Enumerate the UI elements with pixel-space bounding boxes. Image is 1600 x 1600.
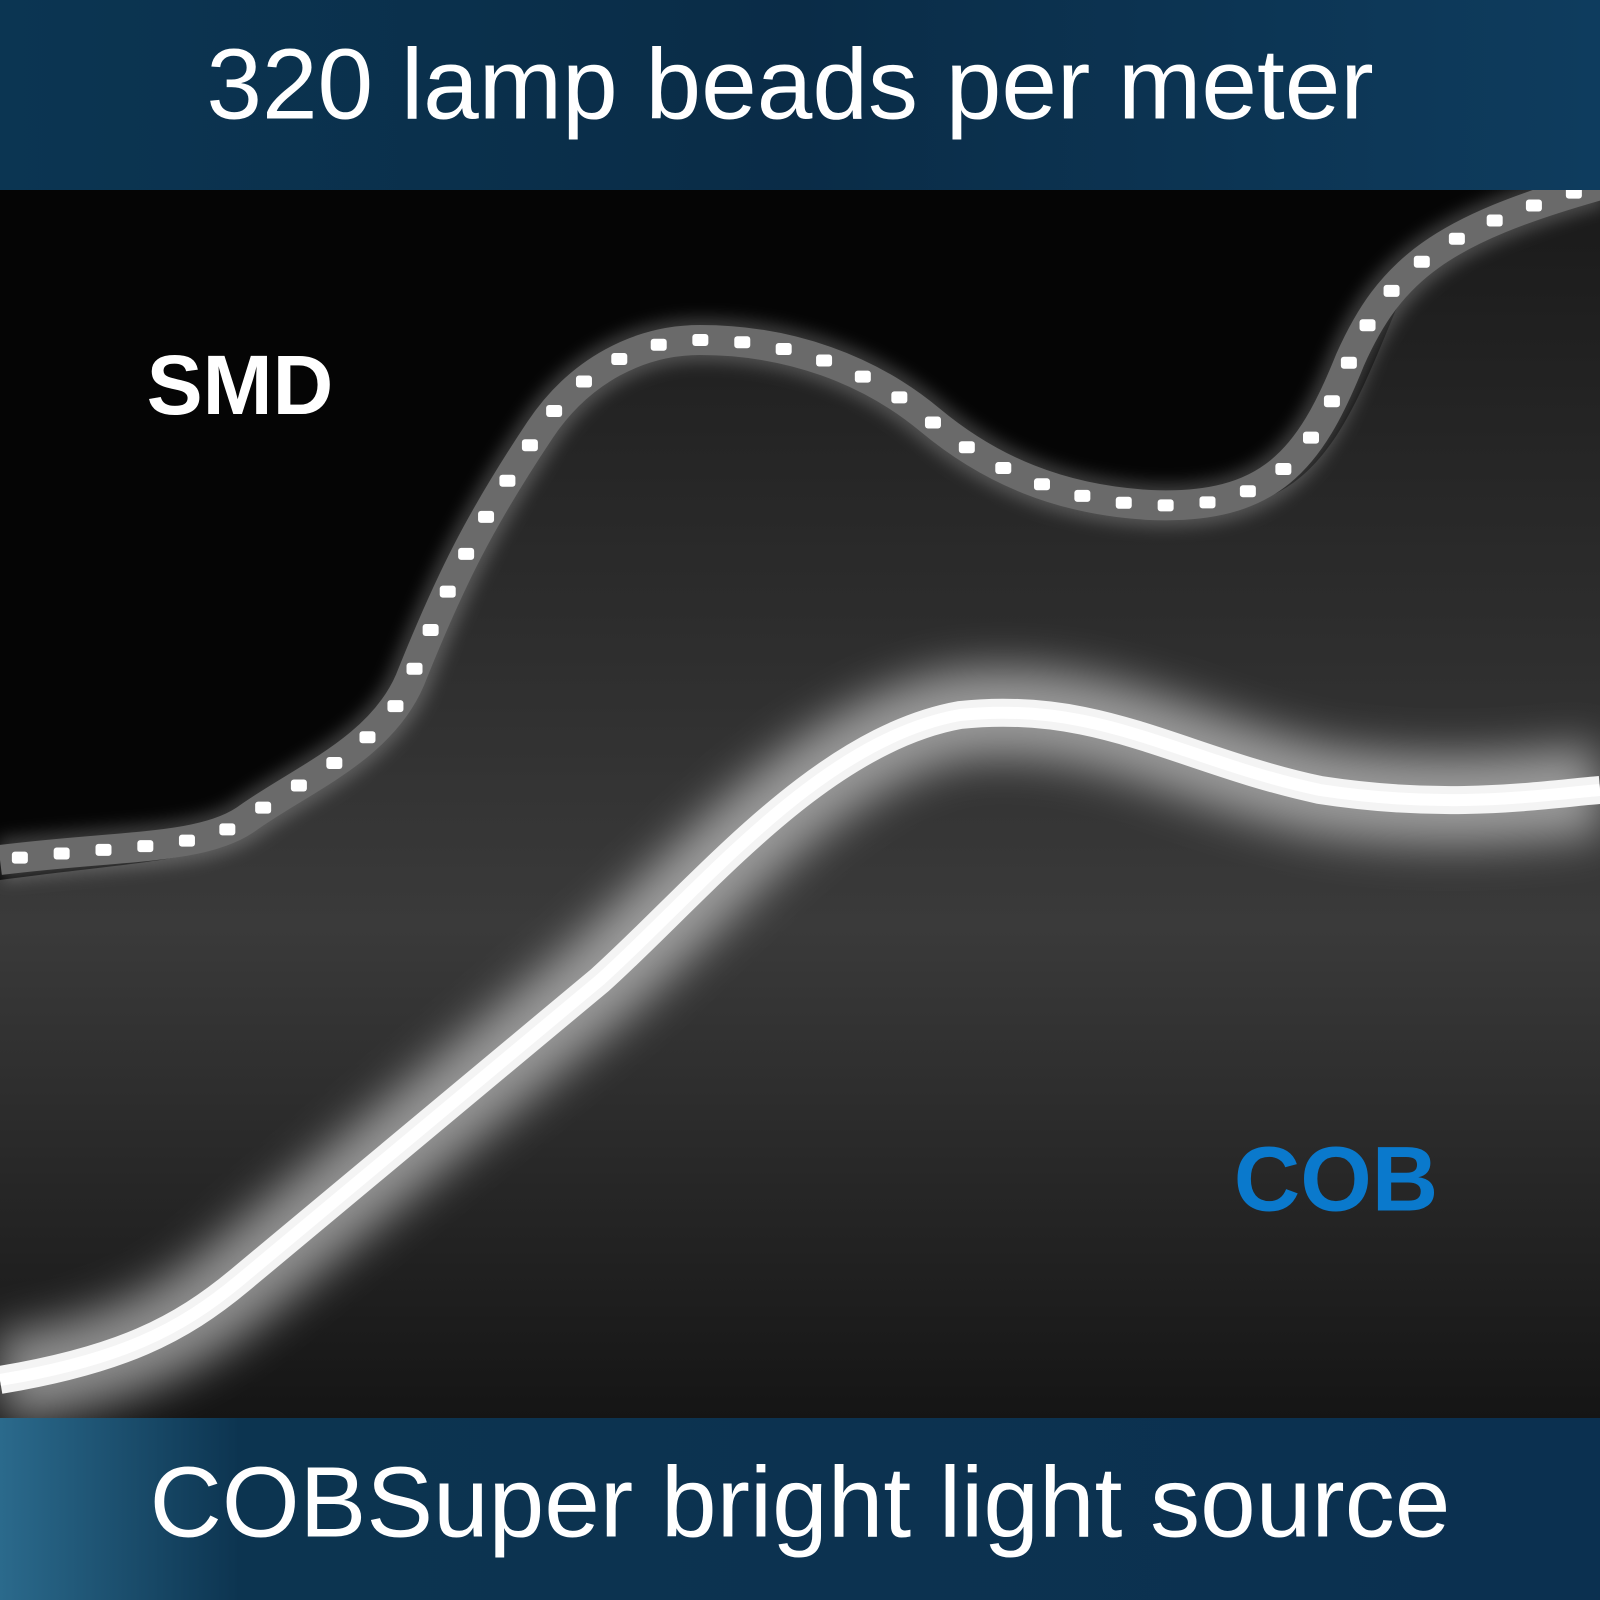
led-bead xyxy=(439,585,456,598)
led-bead xyxy=(546,405,563,418)
led-bead xyxy=(650,338,667,351)
footer-title: COBSuper bright light source xyxy=(150,1446,1451,1558)
led-bead xyxy=(1303,431,1320,444)
led-bead xyxy=(575,375,592,388)
led-bead xyxy=(1486,214,1503,227)
led-bead xyxy=(219,823,236,836)
led-bead xyxy=(854,370,871,383)
led-bead xyxy=(995,462,1012,475)
led-bead xyxy=(891,391,908,404)
led-bead xyxy=(478,510,495,523)
led-bead xyxy=(406,662,423,675)
led-bead xyxy=(816,354,833,367)
led-bead xyxy=(958,441,975,454)
led-bead xyxy=(775,343,792,356)
led-bead xyxy=(1074,489,1091,502)
led-bead xyxy=(458,547,475,560)
cob-strip-core xyxy=(0,706,1600,1386)
led-bead xyxy=(1033,478,1050,491)
header-title: 320 lamp beads per meter xyxy=(206,28,1373,140)
led-bead xyxy=(1448,232,1465,245)
led-bead xyxy=(95,843,112,856)
led-bead xyxy=(1115,496,1132,509)
led-bead xyxy=(1359,319,1376,332)
led-bead xyxy=(1383,284,1400,297)
led-bead xyxy=(521,439,538,452)
led-bead xyxy=(611,352,628,365)
led-bead xyxy=(387,700,404,713)
led-bead xyxy=(178,834,195,847)
led-bead xyxy=(1239,485,1256,498)
header-band xyxy=(0,0,1600,190)
led-bead xyxy=(326,757,343,770)
led-bead xyxy=(1525,199,1542,212)
led-bead xyxy=(924,416,941,429)
smd-label: SMD xyxy=(147,338,334,432)
led-bead xyxy=(53,847,70,860)
led-bead xyxy=(734,336,751,349)
cob-label: COB xyxy=(1234,1128,1438,1230)
led-bead xyxy=(255,801,272,814)
footer-band xyxy=(0,1418,1600,1600)
led-bead xyxy=(290,779,307,792)
led-bead xyxy=(1413,255,1430,268)
led-bead xyxy=(359,731,376,744)
led-bead xyxy=(499,474,516,487)
led-bead xyxy=(1340,356,1357,369)
led-bead xyxy=(137,840,154,853)
led-bead xyxy=(11,851,28,864)
led-bead xyxy=(422,624,439,637)
smd-beads xyxy=(11,186,1582,864)
led-bead xyxy=(1275,463,1292,476)
led-bead xyxy=(1199,496,1216,509)
led-bead xyxy=(692,334,709,347)
led-bead xyxy=(1323,395,1340,408)
led-bead xyxy=(1157,499,1174,512)
